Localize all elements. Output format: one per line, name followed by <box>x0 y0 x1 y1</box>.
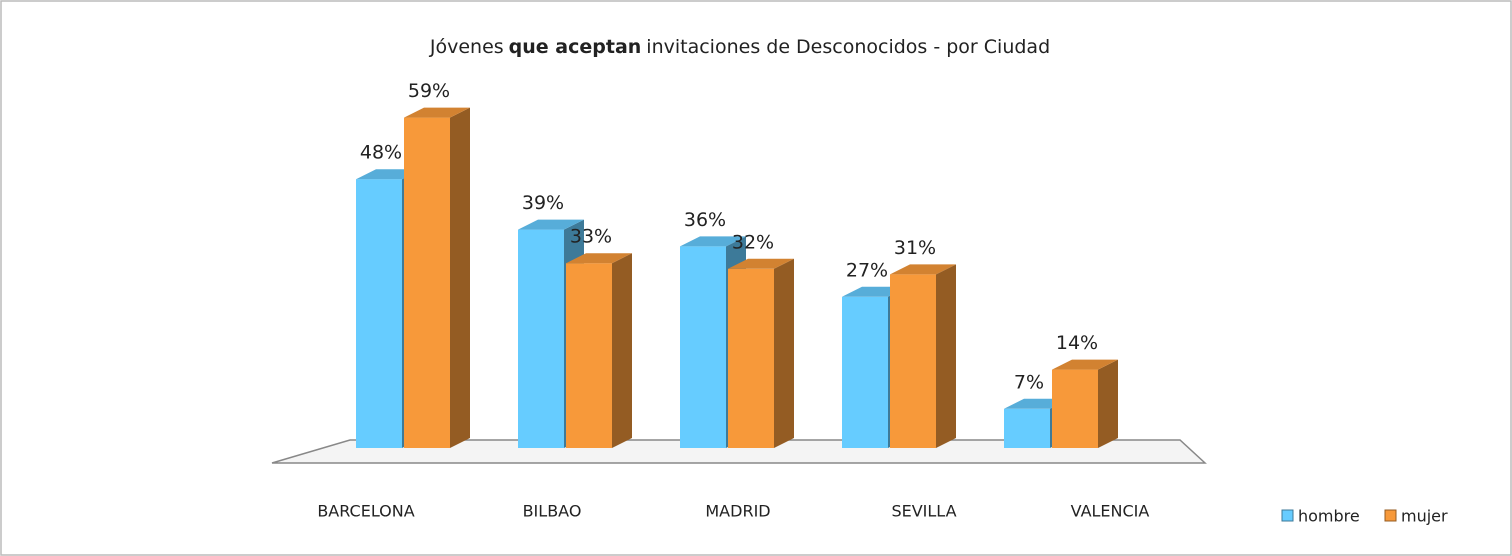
title-part: Jóvenes <box>429 36 504 58</box>
data-label: 36% <box>684 209 726 231</box>
bar-side <box>450 107 470 448</box>
bar <box>356 179 402 448</box>
x-tick-label: SEVILLA <box>891 502 956 521</box>
chart-title: Jóvenes que aceptan invitaciones de Descon… <box>429 36 1050 58</box>
x-tick-label: VALENCIA <box>1071 502 1150 521</box>
legend-swatch <box>1281 509 1294 522</box>
x-tick-label: BILBAO <box>523 502 582 521</box>
title-part: invitaciones de Desconocidos - por Ciuda… <box>646 36 1050 58</box>
x-tick-label: BARCELONA <box>317 502 414 521</box>
bar-side <box>612 253 632 448</box>
data-label: 33% <box>570 226 612 248</box>
bar-side <box>936 264 956 448</box>
data-label: 48% <box>360 142 402 164</box>
bar <box>1052 369 1098 448</box>
data-label: 31% <box>894 237 936 259</box>
x-tick-label: MADRID <box>705 502 770 521</box>
bar-top <box>890 264 956 275</box>
bar <box>1004 408 1050 448</box>
bar <box>566 263 612 448</box>
data-label: 32% <box>732 231 774 253</box>
legend-label: mujer <box>1401 507 1448 526</box>
data-label: 39% <box>522 192 564 214</box>
data-label: 27% <box>846 259 888 281</box>
bar <box>404 117 450 448</box>
data-label: 7% <box>1014 371 1044 393</box>
bar <box>680 246 726 448</box>
bar-side <box>774 258 794 448</box>
bar <box>728 268 774 448</box>
data-label: 59% <box>408 80 450 102</box>
bar-top <box>566 253 632 264</box>
bar <box>890 274 936 448</box>
bar-top <box>680 236 746 247</box>
bar-top <box>404 107 470 118</box>
title-part: que aceptan <box>509 36 642 58</box>
legend-swatch <box>1384 509 1397 522</box>
bar <box>518 229 564 448</box>
floor <box>271 439 1207 464</box>
bar-top <box>518 219 584 230</box>
bar <box>842 296 888 448</box>
bar-top <box>728 258 794 269</box>
bar-top <box>1052 359 1118 370</box>
legend-label: hombre <box>1298 507 1360 526</box>
bar-side <box>1098 359 1118 448</box>
data-label: 14% <box>1056 332 1098 354</box>
